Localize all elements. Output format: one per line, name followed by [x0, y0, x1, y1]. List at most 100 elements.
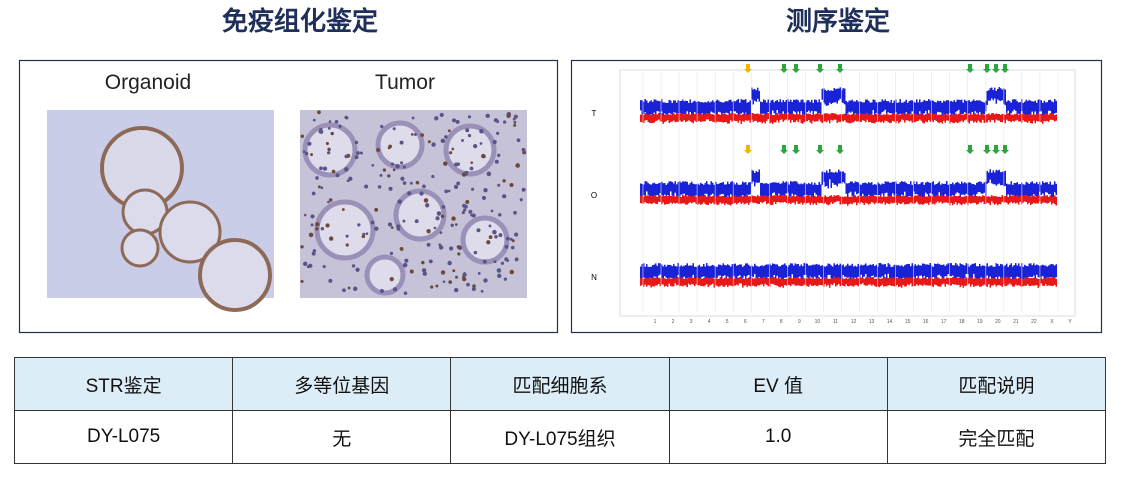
copy-red — [692, 195, 694, 203]
copy-red — [860, 196, 862, 203]
copy-red — [649, 277, 651, 286]
copy-blue — [983, 102, 985, 115]
nucleus — [451, 147, 455, 151]
nucleus — [496, 268, 502, 273]
copy-blue — [982, 265, 984, 280]
copy-red — [766, 196, 768, 205]
copy-red — [1042, 196, 1044, 203]
copy-red — [979, 278, 981, 287]
copy-red — [1049, 277, 1051, 286]
copy-red — [650, 195, 652, 204]
copy-blue — [968, 266, 970, 282]
copy-red — [884, 114, 886, 121]
copy-blue — [707, 265, 709, 279]
copy-blue — [707, 184, 709, 199]
copy-blue — [697, 183, 699, 199]
copy-blue — [808, 182, 810, 196]
copy-blue — [727, 181, 729, 196]
copy-blue — [752, 266, 754, 277]
copy-blue — [917, 102, 919, 117]
copy-blue — [865, 182, 867, 197]
copy-red — [730, 113, 732, 121]
copy-blue — [994, 266, 996, 282]
copy-red — [988, 113, 990, 121]
gland — [443, 123, 497, 177]
copy-red — [899, 114, 901, 122]
table-cell: 多等位基因 — [232, 357, 452, 411]
copy-blue — [718, 100, 720, 112]
copy-blue — [875, 184, 877, 196]
copy-red — [812, 113, 814, 121]
copy-blue — [878, 263, 880, 278]
copy-blue — [1040, 265, 1042, 277]
copy-red — [814, 195, 816, 204]
copy-blue — [677, 263, 679, 276]
nucleus — [503, 120, 507, 124]
copy-blue — [806, 100, 808, 112]
copy-blue — [766, 183, 768, 199]
copy-red — [922, 196, 924, 205]
copy-red — [1013, 278, 1015, 287]
marker-arrow — [966, 64, 974, 73]
copy-red — [641, 278, 643, 285]
copy-red — [889, 278, 891, 286]
copy-blue — [905, 99, 907, 113]
copy-red — [673, 196, 675, 203]
nucleus — [497, 273, 502, 279]
copy-red — [800, 278, 802, 287]
copy-red — [862, 113, 864, 121]
copy-red — [829, 278, 831, 288]
copy-blue — [988, 90, 990, 101]
copy-blue — [853, 101, 855, 117]
copy-red — [800, 196, 802, 203]
nucleus — [513, 114, 518, 119]
copy-blue — [890, 266, 892, 280]
copy-blue — [734, 101, 736, 112]
copy-blue — [955, 263, 957, 279]
copy-red — [838, 114, 840, 122]
copy-red — [680, 277, 682, 286]
copy-red — [893, 113, 895, 122]
nucleus — [438, 245, 444, 250]
copy-red — [775, 113, 777, 123]
copy-blue — [706, 181, 708, 194]
copy-red — [740, 277, 742, 284]
copy-blue — [1016, 265, 1018, 277]
copy-red — [677, 277, 679, 285]
copy-blue — [817, 102, 819, 115]
copy-blue — [898, 102, 900, 115]
copy-blue — [1031, 265, 1033, 278]
copy-red — [833, 195, 835, 203]
copy-blue — [902, 181, 904, 196]
copy-red — [865, 113, 867, 123]
copy-red — [856, 196, 858, 206]
copy-blue — [1031, 101, 1033, 112]
chr-label: Y — [1068, 319, 1072, 325]
copy-red — [811, 278, 813, 286]
copy-red — [971, 277, 973, 285]
copy-red — [757, 277, 759, 286]
copy-red — [845, 196, 847, 204]
nucleus — [395, 164, 400, 169]
copy-blue — [791, 101, 793, 117]
copy-red — [887, 278, 889, 286]
copy-blue — [953, 265, 955, 280]
copy-red — [770, 277, 772, 284]
copy-blue — [916, 265, 918, 276]
copy-blue — [719, 182, 721, 195]
copy-blue — [977, 181, 979, 193]
marker-arrow — [816, 145, 824, 154]
copy-blue — [944, 183, 946, 195]
nucleus — [481, 195, 487, 201]
nucleus — [482, 259, 487, 264]
copy-red — [691, 196, 693, 204]
copy-blue — [821, 265, 823, 281]
copy-red — [970, 195, 972, 204]
copy-blue — [1036, 102, 1038, 116]
copy-red — [919, 113, 921, 120]
copy-red — [863, 113, 865, 121]
copy-red — [728, 277, 730, 286]
copy-red — [706, 196, 708, 205]
copy-blue — [817, 264, 819, 278]
copy-red — [731, 195, 733, 205]
